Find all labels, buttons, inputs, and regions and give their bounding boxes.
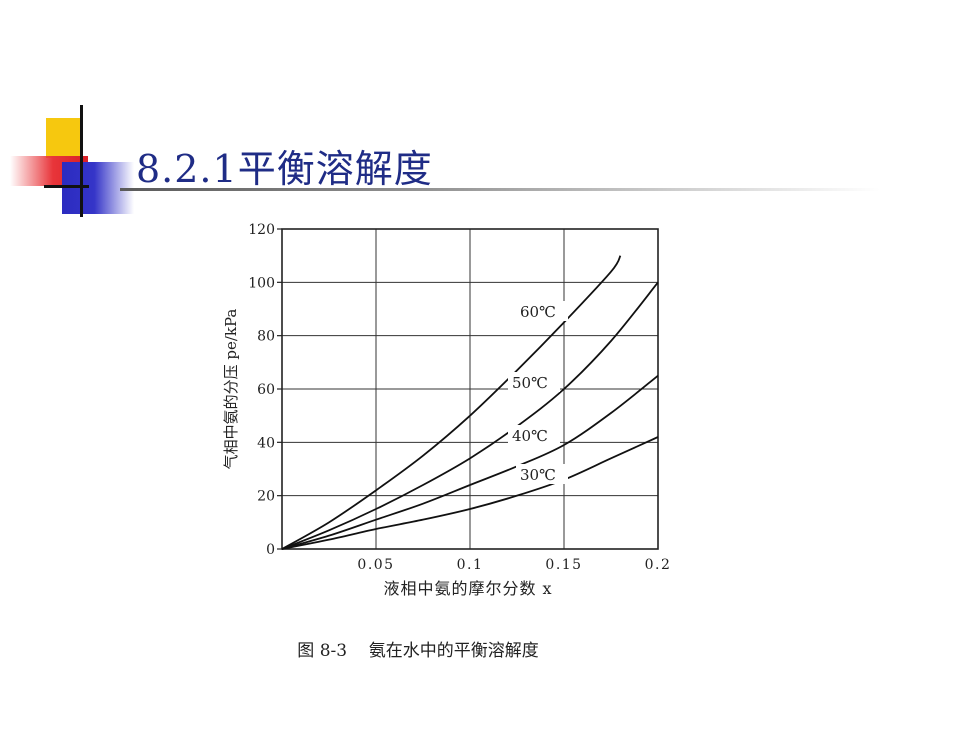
x-tick-label: 0.1 xyxy=(457,557,484,573)
series-label-0: 60℃ xyxy=(520,303,556,321)
x-tick-label: 0.05 xyxy=(357,557,394,573)
decor-vertical-line xyxy=(80,105,83,217)
y-tick-label: 40 xyxy=(257,435,275,451)
y-tick-label: 20 xyxy=(257,489,275,505)
series-label-1: 50℃ xyxy=(512,374,548,392)
series-label-3: 30℃ xyxy=(520,466,556,484)
series-line-0 xyxy=(281,255,622,550)
series-label-bg xyxy=(508,425,560,445)
y-axis-label: 气相中氨的分压 pe/kPa xyxy=(222,309,240,470)
series-label-2: 40℃ xyxy=(512,427,548,445)
series-labels: 60℃ 50℃ 40℃ 30℃ xyxy=(508,301,568,484)
slide-title: 8.2.1平衡溶解度 xyxy=(136,147,433,191)
y-tick-label: 0 xyxy=(266,542,275,558)
series-label-bg xyxy=(508,372,560,392)
decor-horizontal-line xyxy=(44,185,89,188)
y-tick-label: 80 xyxy=(257,329,275,345)
decor-yellow-square xyxy=(46,118,80,158)
y-tick-label: 120 xyxy=(248,222,275,238)
x-tick-label: 0.15 xyxy=(545,557,582,573)
series-line-2 xyxy=(281,374,659,550)
x-axis-label: 液相中氨的摩尔分数 x xyxy=(383,579,552,598)
chart-grid xyxy=(282,229,658,549)
chart-ticks: 0 20 40 60 80 100 120 0.05 0.1 0.15 0.2 xyxy=(248,222,672,573)
series-label-bg xyxy=(516,301,568,321)
title-underline xyxy=(120,188,880,191)
chart-caption: 图 8-3 氨在水中的平衡溶解度 xyxy=(297,641,538,661)
y-tick-label: 100 xyxy=(248,275,275,291)
y-tick-label: 60 xyxy=(257,382,275,398)
x-tick-label: 0.2 xyxy=(645,557,672,573)
chart-series xyxy=(281,255,659,550)
series-label-bg xyxy=(516,464,568,484)
series-line-3 xyxy=(281,436,659,550)
series-line-1 xyxy=(281,281,659,550)
